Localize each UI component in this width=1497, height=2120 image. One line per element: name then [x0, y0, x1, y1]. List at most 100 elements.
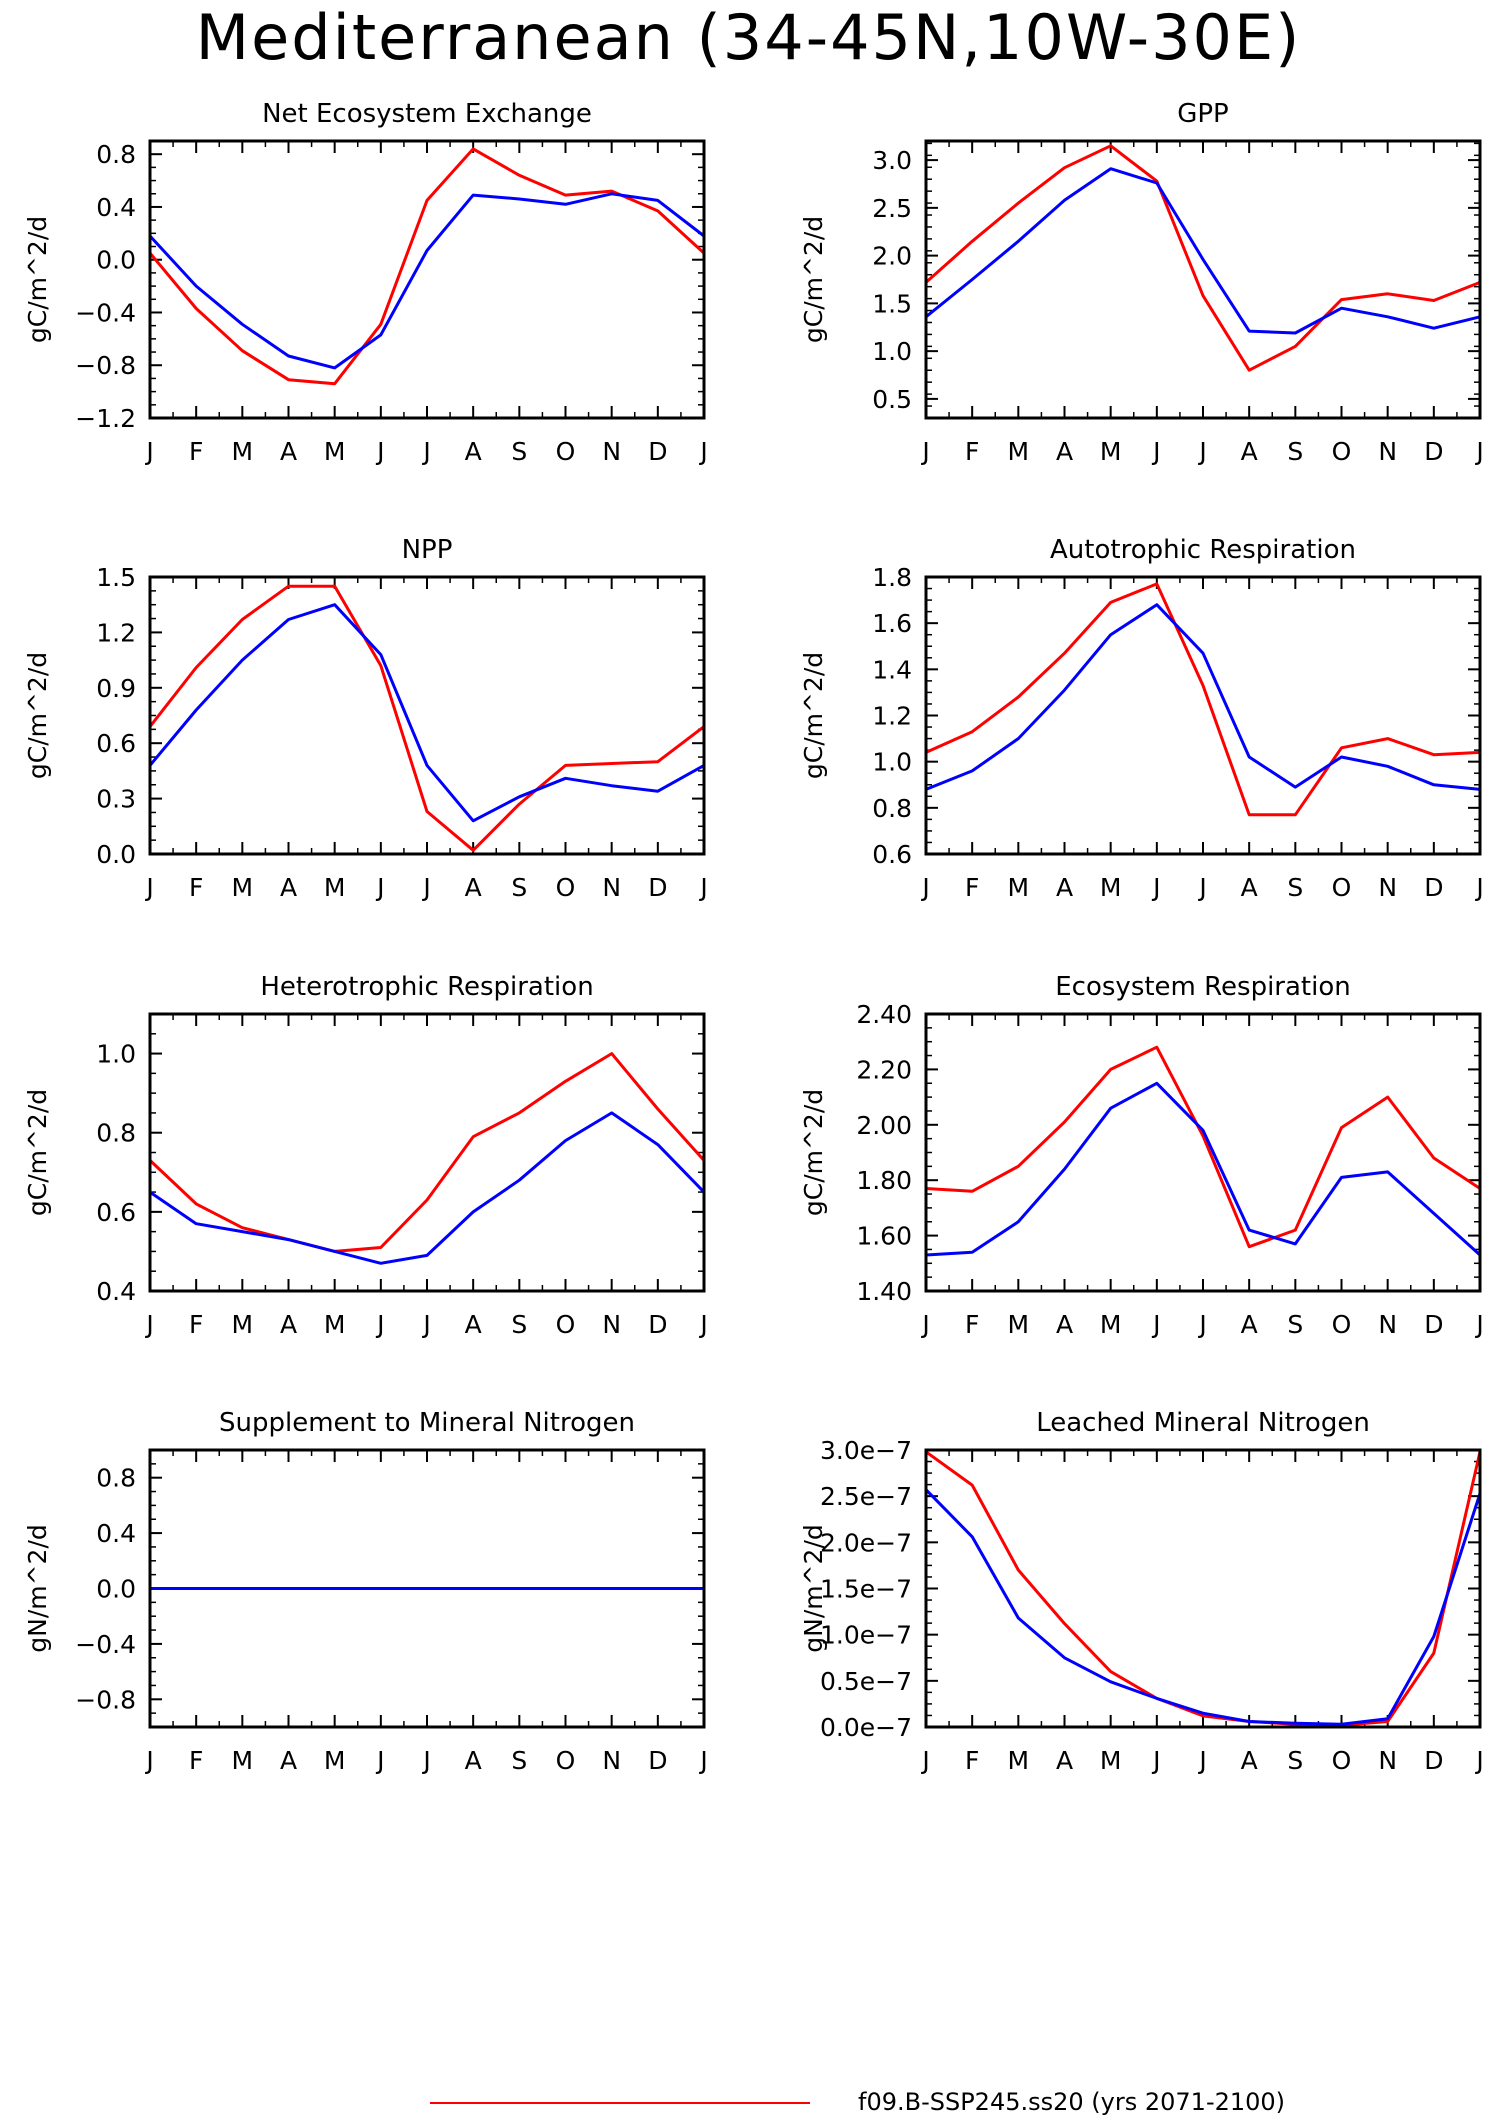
y-tick-label: 0.9: [96, 674, 136, 703]
y-tick-label: 0.8: [96, 1464, 136, 1493]
y-tick-label: 1.4: [872, 655, 912, 684]
chart-panel-7: Supplement to Mineral Nitrogen gN/m^2/d J F…: [23, 1408, 708, 1775]
x-tick-label: J: [698, 873, 707, 902]
x-tick-label: S: [511, 437, 527, 466]
x-tick-label: J: [920, 1746, 929, 1775]
x-tick-label: M: [1008, 1310, 1030, 1339]
plot-frame: [924, 139, 1482, 420]
x-tick-label: M: [1100, 437, 1122, 466]
y-tick-label: 2.00: [856, 1111, 912, 1140]
x-tick-label: A: [1056, 437, 1073, 466]
x-tick-label: J: [144, 1746, 153, 1775]
x-tick-label: M: [232, 1310, 254, 1339]
x-tick-label: J: [421, 1310, 430, 1339]
x-tick-label: J: [421, 1746, 430, 1775]
plot-frame: [924, 1012, 1482, 1293]
x-tick-label: J: [698, 437, 707, 466]
x-tick-label: M: [1008, 1746, 1030, 1775]
y-tick-label: 0.8: [96, 140, 136, 169]
x-tick-label: N: [1378, 873, 1397, 902]
y-tick-label: 1.2: [872, 702, 912, 731]
series-line-red: [925, 144, 1481, 372]
x-tick-label: M: [1100, 873, 1122, 902]
series-line-blue: [925, 1081, 1482, 1257]
series-line-blue: [149, 1111, 706, 1265]
plot-frame: [924, 575, 1482, 856]
series-line-red: [148, 584, 705, 852]
x-tick-label: F: [965, 437, 979, 466]
x-tick-label: D: [648, 437, 667, 466]
x-tick-label: S: [511, 873, 527, 902]
legend-line-swatch: [430, 2102, 810, 2104]
x-tick-label: N: [602, 437, 621, 466]
x-tick-label: J: [1197, 1310, 1206, 1339]
x-tick-label: N: [602, 1310, 621, 1339]
y-tick-label: 3.0e−7: [820, 1436, 912, 1465]
legend-label: f09.B-SSP245.ss20 (yrs 2071-2100): [858, 2088, 1286, 2116]
y-tick-label: 0.5e−7: [820, 1667, 912, 1696]
y-axis-label: gN/m^2/d: [799, 1524, 828, 1653]
x-tick-label: J: [1474, 1310, 1483, 1339]
chart-title: NPP: [402, 535, 453, 565]
series-line-blue: [925, 603, 1481, 791]
x-tick-label: M: [324, 873, 346, 902]
y-tick-label: 1.80: [856, 1166, 912, 1195]
x-tick-label: N: [1378, 1746, 1397, 1775]
y-tick-label: 2.20: [856, 1055, 912, 1084]
y-tick-label: 0.5: [872, 385, 912, 414]
x-tick-label: A: [1056, 1310, 1073, 1339]
y-tick-label: 0.8: [96, 1119, 136, 1148]
x-tick-label: M: [1100, 1310, 1122, 1339]
y-tick-label: 1.0: [96, 1040, 136, 1069]
legend: f09.B-SSP245.ss20 (yrs 2071-2100): [430, 2088, 1497, 2118]
x-tick-label: J: [1151, 437, 1160, 466]
x-tick-label: A: [1241, 437, 1258, 466]
chart-title: Heterotrophic Respiration: [260, 972, 593, 1002]
x-tick-label: M: [1100, 1746, 1122, 1775]
x-tick-label: O: [1332, 1746, 1352, 1775]
x-tick-label: S: [1287, 1746, 1303, 1775]
y-tick-label: 0.6: [96, 1198, 136, 1227]
x-tick-label: S: [511, 1310, 527, 1339]
x-tick-label: A: [1241, 1310, 1258, 1339]
plot-frame: [148, 1012, 706, 1293]
x-tick-label: S: [1287, 1310, 1303, 1339]
y-tick-label: 0.0: [96, 246, 136, 275]
y-axis-label: gC/m^2/d: [23, 652, 52, 779]
x-tick-label: N: [1378, 437, 1397, 466]
y-tick-label: −1.2: [75, 404, 136, 433]
x-tick-label: D: [1424, 437, 1443, 466]
y-tick-label: 1.5: [96, 563, 136, 592]
x-tick-label: O: [556, 873, 576, 902]
chart-title: Supplement to Mineral Nitrogen: [219, 1408, 635, 1438]
x-tick-label: O: [1332, 873, 1352, 902]
x-tick-label: A: [280, 873, 297, 902]
y-tick-label: 0.0: [96, 840, 136, 869]
x-tick-label: J: [375, 1310, 384, 1339]
x-tick-label: A: [1056, 1746, 1073, 1775]
x-tick-label: A: [280, 1746, 297, 1775]
y-tick-label: 3.0: [872, 146, 912, 175]
y-tick-label: 0.8: [872, 794, 912, 823]
y-tick-label: 0.0e−7: [820, 1713, 912, 1742]
x-tick-label: J: [421, 437, 430, 466]
y-tick-label: 0.4: [96, 1519, 136, 1548]
x-tick-label: N: [602, 873, 621, 902]
x-tick-label: A: [1241, 1746, 1258, 1775]
x-tick-label: J: [144, 437, 153, 466]
x-tick-label: J: [421, 873, 430, 902]
y-tick-label: 2.0: [872, 242, 912, 271]
y-tick-label: 1.2: [96, 618, 136, 647]
x-tick-label: A: [280, 1310, 297, 1339]
x-tick-label: O: [1332, 437, 1352, 466]
series-line-red: [148, 1052, 706, 1253]
y-axis-label: gC/m^2/d: [23, 216, 52, 343]
x-tick-label: D: [1424, 873, 1443, 902]
x-tick-label: O: [556, 1310, 576, 1339]
x-tick-label: A: [465, 1746, 482, 1775]
x-tick-label: J: [1197, 437, 1206, 466]
x-tick-label: J: [698, 1310, 707, 1339]
x-tick-label: A: [465, 873, 482, 902]
